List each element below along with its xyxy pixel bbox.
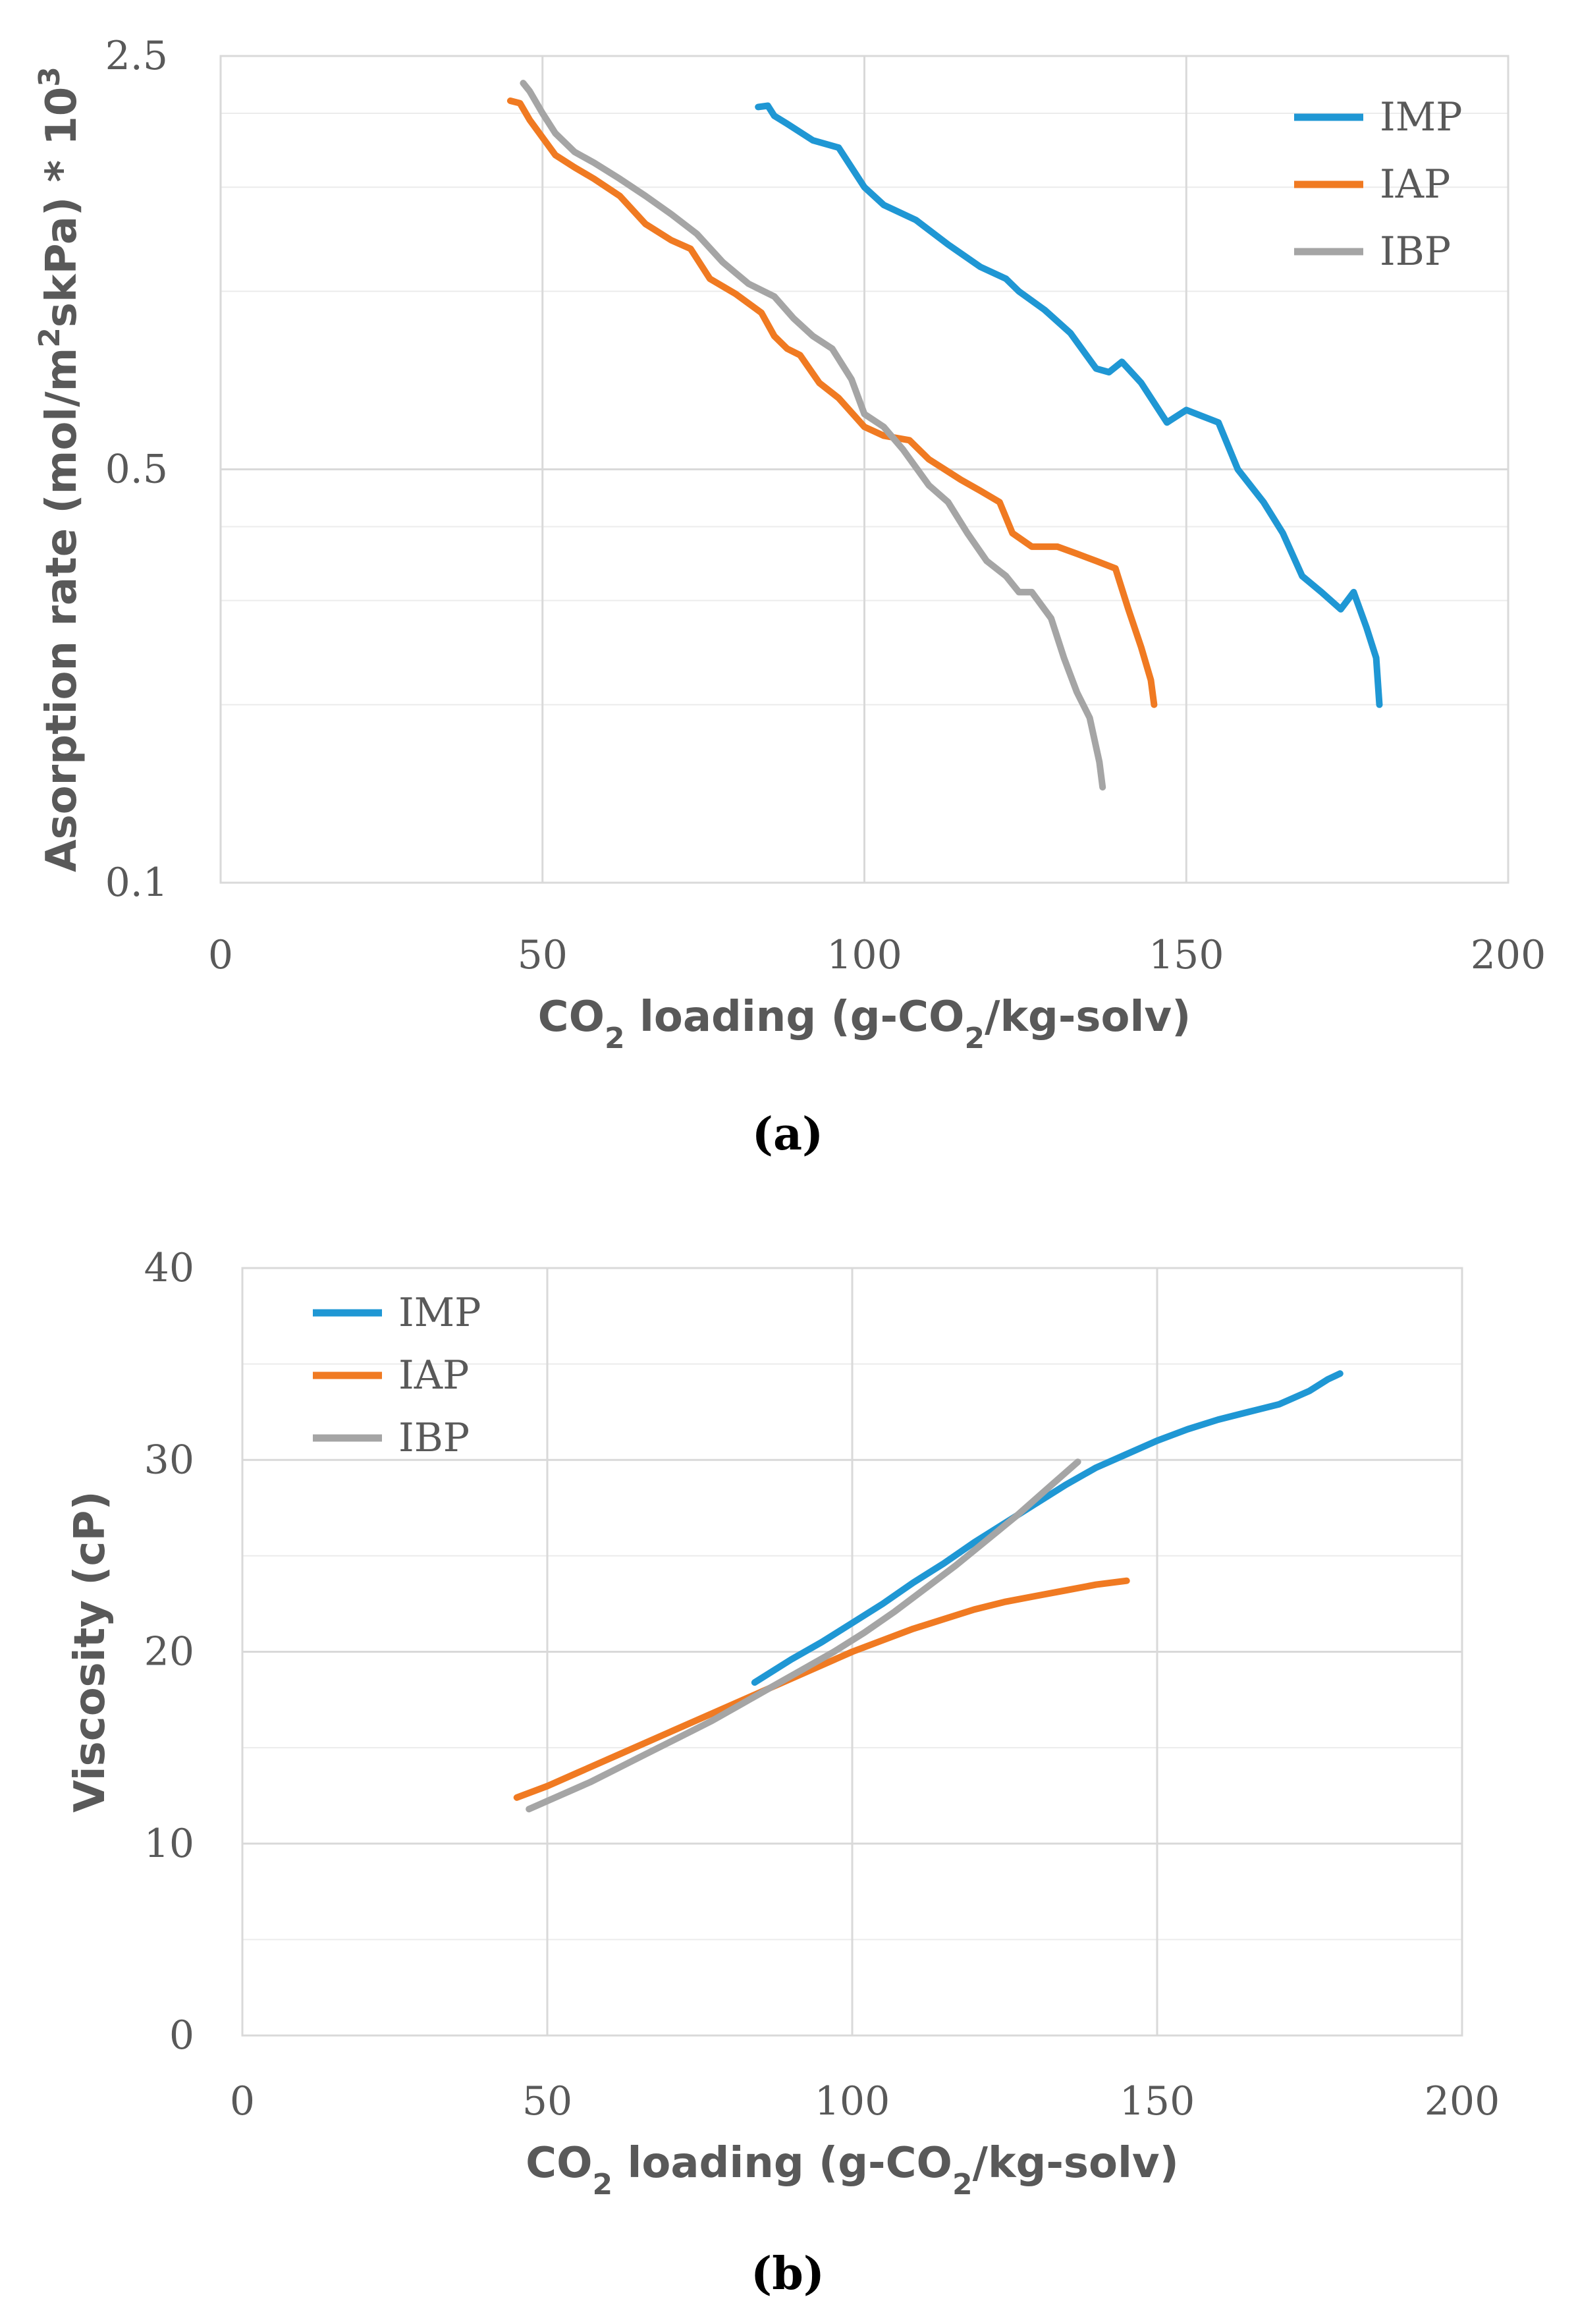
x-tick-label: 50 [518,932,568,978]
y-tick-label: 0 [169,2012,194,2059]
y-axis-title-part: skPa) * 10 [38,87,86,327]
y-tick-label: 2.5 [105,33,168,79]
x-axis-title-part: /kg-solv) [985,993,1191,1041]
y-axis-title: Asorption rate (mol/m2skPa) * 103 [33,67,87,872]
legend-label-ibp: IBP [398,1415,470,1461]
series-line-iap [506,97,1158,708]
series-line-ibp [520,80,1106,791]
series-line-imp [751,1370,1344,1686]
y-tick-label: 0.5 [105,447,168,493]
series-line-imp [755,102,1383,708]
x-axis-title-part: CO [538,993,605,1041]
panel-label: (a) [752,1108,823,1161]
plot-frame [241,1267,1463,2037]
y-axis-title-part: Asorption rate (mol/m [38,348,86,872]
y-tick-label: 30 [144,1437,194,1483]
x-axis-title-part: /kg-solv) [973,2139,1179,2188]
y-tick-label: 0.1 [105,860,168,906]
x-tick-label: 100 [815,2078,890,2124]
y-axis-title-part: 3 [33,67,67,87]
legend-label-imp: IMP [1380,94,1463,140]
series-line-ibp [526,1458,1081,1813]
x-tick-label: 0 [208,932,233,978]
x-axis-title: CO2 loading (g-CO2/kg-solv) [526,2139,1179,2201]
x-axis-title-part: 2 [964,1022,985,1055]
x-tick-label: 100 [827,932,902,978]
x-tick-label: 200 [1471,932,1546,978]
x-tick-label: 150 [1120,2078,1195,2124]
legend-label-ibp: IBP [1380,229,1451,275]
x-tick-label: 150 [1149,932,1224,978]
y-tick-label: 10 [144,1821,194,1867]
plot-frame [219,55,1509,884]
x-tick-label: 50 [522,2078,572,2124]
x-tick-label: 0 [230,2078,255,2124]
y-axis-title-part: Viscosity (cP) [66,1491,115,1812]
series-line-iap [513,1577,1130,1801]
legend-label-imp: IMP [398,1290,481,1336]
y-axis-title: Viscosity (cP) [66,1491,115,1812]
x-axis-title-part: 2 [605,1022,625,1055]
x-axis-title-part: 2 [952,2168,973,2201]
x-axis-title-part: loading (g-CO [625,993,965,1041]
legend-label-iap: IAP [1380,161,1450,208]
y-tick-label: 20 [144,1629,194,1675]
panel-label: (b) [751,2248,825,2300]
x-axis-title-part: CO [526,2139,592,2188]
x-axis-title-part: loading (g-CO [612,2139,952,2188]
x-axis-title-part: 2 [593,2168,613,2201]
x-tick-label: 200 [1425,2078,1500,2124]
y-tick-label: 40 [144,1245,194,1291]
legend-label-iap: IAP [398,1352,469,1398]
x-axis-title: CO2 loading (g-CO2/kg-solv) [538,993,1191,1055]
y-axis-title-part: 2 [33,327,67,348]
